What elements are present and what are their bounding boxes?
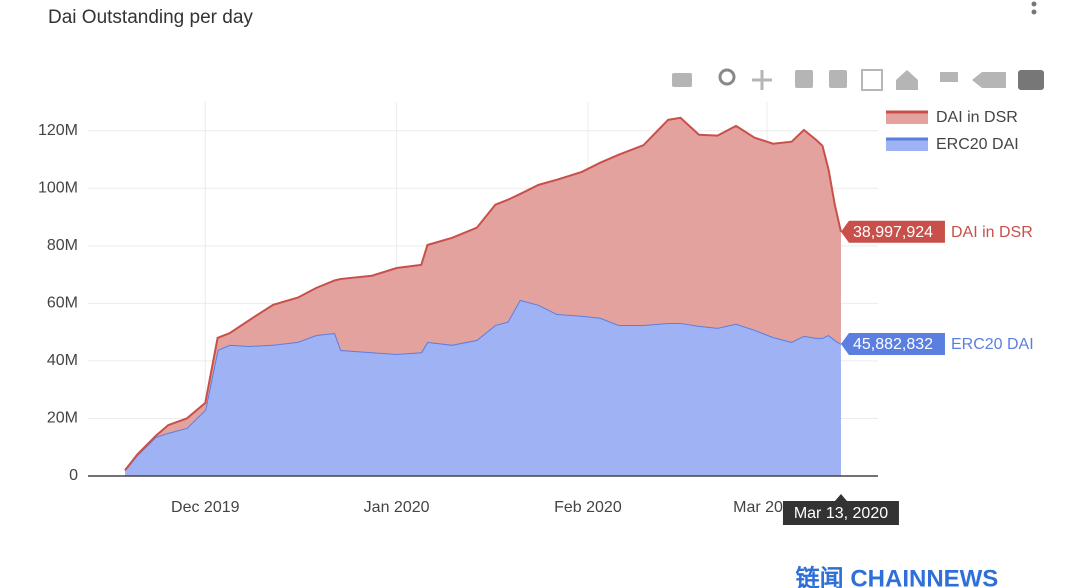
hover-value: 38,997,924	[853, 224, 933, 241]
autoscale-icon[interactable]	[861, 69, 883, 91]
y-tick-label: 20M	[47, 410, 78, 427]
hover-value: 45,882,832	[853, 336, 933, 353]
y-tick-label: 0	[69, 467, 78, 484]
camera-icon[interactable]	[672, 73, 692, 87]
y-tick-label: 40M	[47, 352, 78, 369]
area-fill	[125, 117, 841, 471]
y-tick-label: 80M	[47, 237, 78, 254]
hover-compare-icon[interactable]	[1018, 70, 1044, 90]
x-tick-label: Jan 2020	[364, 499, 430, 516]
home-icon[interactable]	[896, 70, 918, 90]
hover-name: DAI in DSR	[951, 224, 1033, 241]
y-tick-label: 60M	[47, 295, 78, 312]
modebar	[672, 68, 1044, 91]
chart-title: Dai Outstanding per day	[48, 7, 253, 28]
x-tick-label: Feb 2020	[554, 499, 622, 516]
zoom-out-icon[interactable]	[829, 70, 847, 88]
area-line	[124, 116, 842, 471]
area-fill	[125, 299, 841, 476]
watermark: 链闻 CHAINNEWS	[796, 564, 999, 588]
legend-swatch	[886, 139, 928, 151]
hover-name: ERC20 DAI	[951, 336, 1034, 353]
hover-box	[840, 332, 945, 355]
hover-x-box	[782, 494, 899, 525]
y-tick-label: 100M	[38, 180, 78, 197]
pan-icon[interactable]	[752, 70, 772, 90]
hover-closest-icon[interactable]	[972, 72, 1006, 88]
zoom-in-icon[interactable]	[795, 70, 813, 88]
legend-label: ERC20 DAI	[936, 136, 1019, 153]
hover-box	[840, 220, 945, 243]
x-tick-label: Dec 2019	[171, 499, 240, 516]
zoom-icon[interactable]	[718, 68, 736, 86]
hover-x-label: Mar 13, 2020	[794, 505, 888, 522]
legend-swatch	[886, 112, 928, 124]
plot-area: 0 20M 40M 60M 80M 100M 120M Dec 2019 Jan 2020 Feb…	[38, 102, 1034, 525]
legend-label: DAI in DSR	[936, 109, 1018, 126]
y-tick-label: 120M	[38, 122, 78, 139]
spike-icon[interactable]	[940, 72, 958, 82]
menu[interactable]	[1031, 1, 1037, 15]
